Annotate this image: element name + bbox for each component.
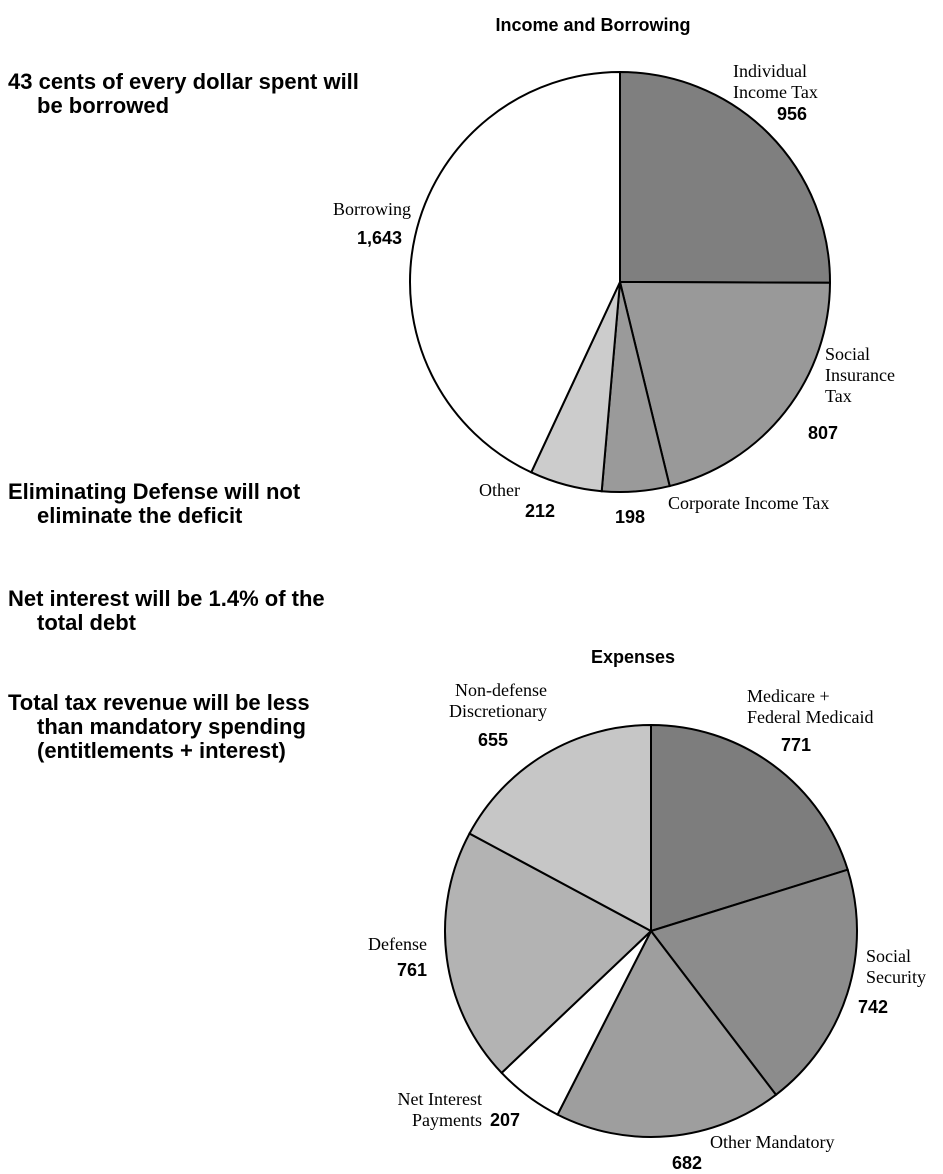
slice-value-social-insurance-tax: 807 [808, 423, 838, 443]
slice-social-security [649, 868, 858, 1097]
slice-value-other-mandatory: 682 [672, 1153, 702, 1173]
slice-value-medicare-federal-medicaid: 771 [781, 735, 811, 755]
borrowing-note: 43 cents of every dollar spent will be b… [8, 70, 448, 118]
tax-revenue-note-line1: Total tax revenue will be less [8, 690, 310, 715]
interest-note: Net interest will be 1.4% of the total d… [8, 587, 428, 635]
slice-social-insurance-tax [618, 280, 832, 488]
slice-value-non-defense-discretionary: 655 [478, 730, 508, 750]
slice-individual-income-tax [619, 70, 832, 284]
expenses-pie: Medicare + Federal Medicaid 771 Social Secur… [368, 680, 926, 1173]
slice-value-borrowing: 1,643 [357, 228, 402, 248]
slice-other-mandatory [556, 929, 778, 1138]
expenses-chart-title: Expenses [591, 647, 675, 667]
slice-label-individual-income-tax: Individual Income Tax [733, 61, 818, 102]
slice-label-net-interest-payments: Net Interest Payments [398, 1089, 482, 1130]
defense-note: Eliminating Defense will not eliminate t… [8, 480, 428, 528]
borrowing-note-line2: be borrowed [37, 93, 170, 118]
tax-revenue-note-line3: (entitlements + interest) [37, 738, 286, 763]
slice-value-net-interest-payments: 207 [490, 1110, 520, 1130]
tax-revenue-note-line2: than mandatory spending [37, 714, 306, 739]
slice-label-other: Other [479, 480, 520, 500]
slice-borrowing [409, 70, 621, 474]
defense-note-line1: Eliminating Defense will not [8, 479, 301, 504]
slice-value-other: 212 [525, 501, 555, 521]
slice-label-defense: Defense [368, 934, 427, 954]
slice-value-individual-income-tax: 956 [777, 104, 807, 124]
defense-note-line2: eliminate the deficit [37, 503, 243, 528]
slice-defense [444, 832, 653, 1075]
slice-value-corporate-income-tax: 198 [615, 507, 645, 527]
tax-revenue-note: Total tax revenue will be less than mand… [8, 691, 408, 763]
slice-label-medicare-federal-medicaid: Medicare + Federal Medicaid [747, 686, 873, 727]
slice-value-defense: 761 [397, 960, 427, 980]
interest-note-line1: Net interest will be 1.4% of the [8, 586, 325, 611]
slice-value-social-security: 742 [858, 997, 888, 1017]
slice-label-corporate-income-tax: Corporate Income Tax [668, 493, 829, 513]
slice-label-social-security: Social Security [866, 946, 926, 987]
slice-medicare-federal-medicaid [650, 723, 849, 933]
slice-label-non-defense-discretionary: Non-defense Discretionary [449, 680, 547, 721]
slice-label-social-insurance-tax: Social Insurance Tax [825, 344, 895, 406]
slice-label-other-mandatory: Other Mandatory [710, 1132, 834, 1152]
borrowing-note-line1: 43 cents of every dollar spent will [8, 69, 359, 94]
slice-label-borrowing: Borrowing [333, 199, 411, 219]
slice-non-defense-discretionary [468, 723, 652, 933]
interest-note-line2: total debt [37, 610, 136, 635]
income-chart-title: Income and Borrowing [495, 15, 690, 35]
